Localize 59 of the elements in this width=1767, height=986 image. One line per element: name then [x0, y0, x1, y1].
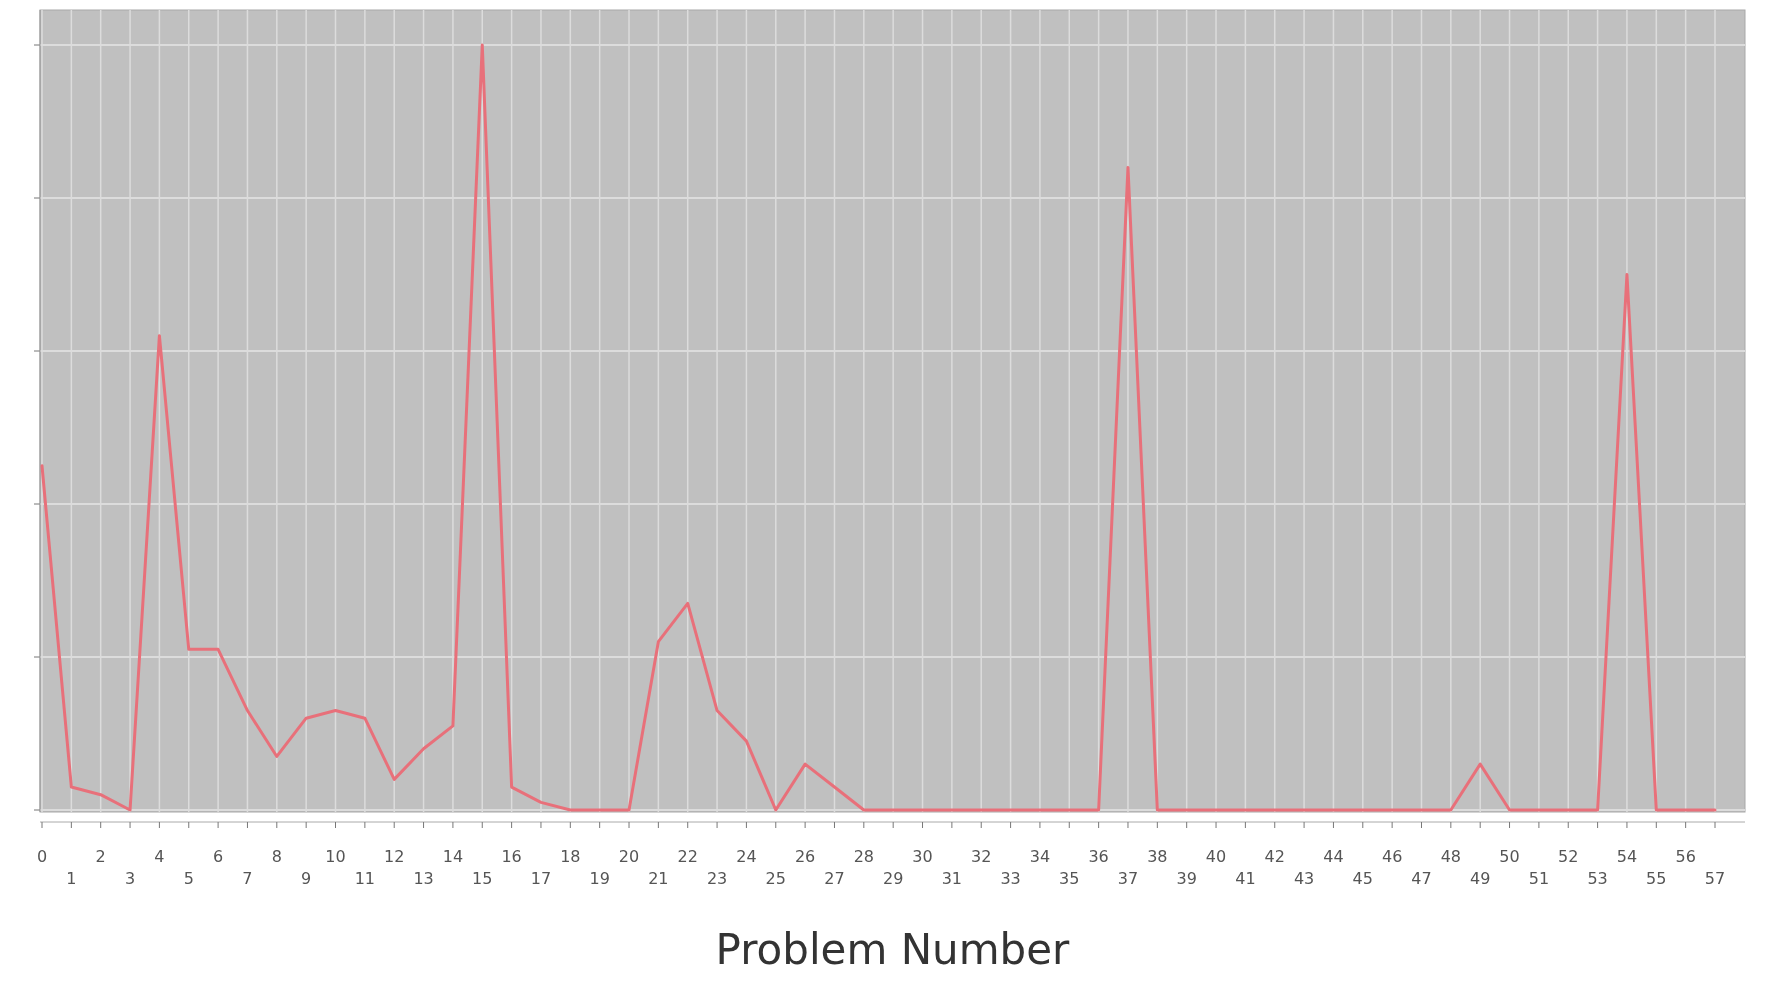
x-tick-label: 37	[1117, 869, 1139, 888]
x-tick-label: 36	[1088, 847, 1109, 866]
x-tick-label: 42	[1264, 847, 1285, 866]
x-tick-label: 24	[736, 847, 757, 866]
x-tick-label: 26	[794, 847, 816, 866]
x-tick-label: 6	[213, 847, 224, 866]
x-tick-label: 50	[1499, 847, 1520, 866]
x-tick-label: 18	[560, 847, 581, 866]
x-tick-label: 16	[501, 847, 522, 866]
x-tick-label: 22	[677, 847, 698, 866]
x-tick-label: 39	[1176, 869, 1197, 888]
x-tick-label: 45	[1352, 869, 1373, 888]
x-tick-label: 23	[706, 869, 728, 888]
x-tick-label: 32	[971, 847, 992, 866]
x-tick-label: 40	[1205, 847, 1227, 866]
x-tick-label: 49	[1470, 869, 1491, 888]
x-tick-label: 31	[941, 869, 963, 888]
x-tick-label: 5	[183, 869, 194, 888]
x-tick-label: 35	[1059, 869, 1080, 888]
x-tick-label: 3	[124, 869, 136, 888]
x-tick-label: 56	[1675, 847, 1696, 866]
x-tick-label: 8	[271, 847, 282, 866]
x-tick-label: 30	[912, 847, 933, 866]
x-tick-label: 48	[1440, 847, 1462, 866]
x-tick-label: 4	[154, 847, 165, 866]
x-tick-label: 33	[1000, 869, 1021, 888]
x-tick-label: 7	[242, 869, 253, 888]
x-tick-label: 13	[413, 869, 434, 888]
x-tick-label: 0	[36, 847, 48, 866]
x-tick-label: 54	[1616, 847, 1638, 866]
x-tick-label: 1	[66, 869, 77, 888]
x-tick-label: 57	[1704, 869, 1726, 888]
x-tick-label: 52	[1558, 847, 1579, 866]
x-axis-title: Problem Number	[715, 925, 1071, 974]
x-tick-label: 51	[1528, 869, 1550, 888]
x-tick-label: 44	[1323, 847, 1344, 866]
x-tick-label: 43	[1293, 869, 1315, 888]
x-tick-label: 12	[384, 847, 405, 866]
x-tick-label: 19	[589, 869, 610, 888]
x-tick-label: 21	[648, 869, 669, 888]
x-tick-label: 29	[883, 869, 904, 888]
x-tick-label: 9	[301, 869, 312, 888]
x-tick-label: 27	[824, 869, 845, 888]
x-tick-label: 34	[1029, 847, 1051, 866]
x-tick-label: 10	[325, 847, 346, 866]
x-tick-label: 11	[354, 869, 376, 888]
x-tick-label: 25	[765, 869, 786, 888]
x-tick-label: 20	[618, 847, 640, 866]
x-tick-label: 17	[530, 869, 552, 888]
x-tick-label: 53	[1587, 869, 1608, 888]
x-tick-label: 47	[1411, 869, 1432, 888]
x-tick-label: 14	[442, 847, 464, 866]
x-tick-label: 38	[1147, 847, 1168, 866]
x-tick-label: 55	[1646, 869, 1667, 888]
x-tick-label: 41	[1235, 869, 1256, 888]
x-tick-label: 46	[1381, 847, 1403, 866]
x-tick-label: 2	[95, 847, 106, 866]
x-tick-label: 28	[853, 847, 874, 866]
x-tick-label: 15	[472, 869, 493, 888]
